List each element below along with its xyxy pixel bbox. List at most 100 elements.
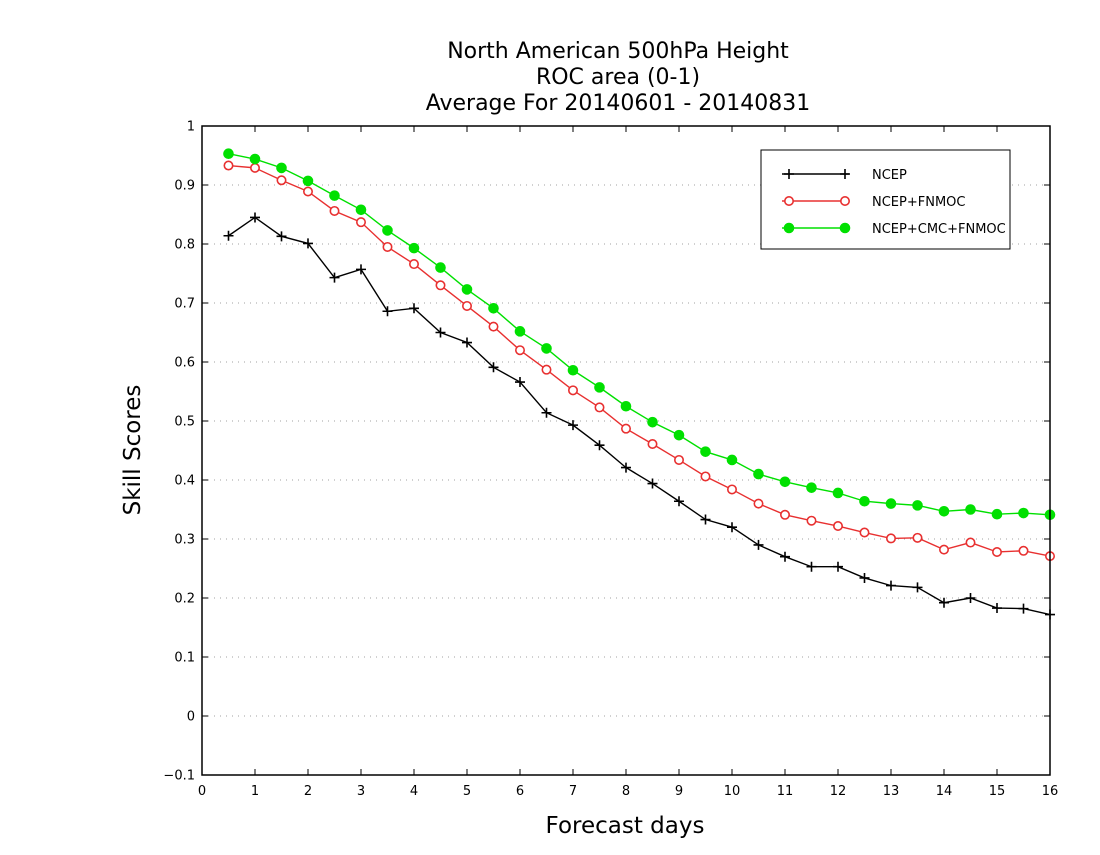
data-point (833, 561, 843, 572)
data-point (859, 572, 870, 583)
x-tick-label: 2 (304, 784, 312, 799)
data-point (1018, 603, 1029, 614)
data-point (965, 537, 976, 548)
x-tick-label: 7 (569, 784, 577, 799)
data-point (832, 521, 843, 532)
chart-title-line-1: North American 500hPa Height (447, 39, 789, 64)
legend-entry: NCEP+CMC+FNMOC (782, 222, 1006, 237)
y-axis-ticks: −0.1 0 0.1 0.2 0.3 0.4 0.5 0.6 0.7 0.8 0.9 1 (163, 120, 1050, 784)
data-point (515, 377, 525, 388)
data-point (355, 217, 366, 228)
x-tick-label: 8 (622, 784, 630, 799)
legend: NCEP NCEP+FNMOC NCEP+CMC+FNMOC (760, 149, 1011, 250)
data-point (938, 505, 950, 517)
data-point (620, 400, 632, 412)
series-ncep-cmc-fnmoc (223, 148, 1056, 521)
data-point (276, 175, 287, 186)
data-point (302, 175, 314, 187)
y-tick-label: 0.5 (174, 415, 195, 430)
y-tick-label: 0.1 (174, 651, 195, 666)
data-point (1018, 507, 1029, 519)
x-tick-label: 0 (198, 784, 206, 799)
y-axis-label: Skill Scores (120, 385, 146, 516)
data-point (462, 337, 472, 348)
data-point (276, 162, 287, 174)
data-point (621, 462, 631, 473)
data-point (567, 385, 578, 396)
data-point (382, 241, 393, 252)
data-point (382, 225, 393, 236)
data-point (991, 508, 1003, 520)
data-point (806, 482, 817, 493)
x-tick-label: 13 (883, 784, 900, 799)
x-tick-label: 15 (989, 784, 1006, 799)
data-point (250, 212, 260, 223)
data-point (700, 471, 711, 482)
legend-entry: NCEP+FNMOC (782, 195, 965, 210)
data-point (567, 364, 579, 376)
plot-frame (201, 125, 1051, 776)
data-point (435, 327, 446, 338)
data-point (355, 204, 367, 216)
data-point (726, 484, 737, 495)
chart-title-line-2: ROC area (0-1) (536, 65, 700, 90)
legend-box (760, 149, 1011, 250)
data-point (488, 321, 499, 332)
data-point (965, 504, 976, 515)
y-tick-label: 0.9 (174, 179, 195, 194)
data-point (408, 259, 419, 270)
chart-title-line-3: Average For 20140601 - 20140831 (426, 91, 811, 116)
data-point (250, 162, 261, 173)
data-point (408, 242, 420, 254)
x-axis-ticks: 0 1 2 3 4 5 6 7 8 9 10 11 12 13 14 15 16 (198, 126, 1058, 799)
data-point (912, 532, 923, 543)
x-tick-label: 11 (777, 784, 794, 799)
legend-marker (839, 196, 850, 207)
x-tick-label: 12 (830, 784, 847, 799)
x-tick-label: 14 (936, 784, 953, 799)
data-point (409, 303, 419, 314)
y-tick-label: 0.6 (174, 356, 195, 371)
data-point (700, 514, 711, 525)
series-layer (223, 148, 1056, 620)
chart-title-group: North American 500hPa Height ROC area (0… (426, 39, 811, 116)
x-axis-label: Forecast days (546, 813, 705, 839)
data-point (568, 420, 578, 431)
legend-marker (840, 169, 850, 179)
data-point (302, 186, 313, 197)
data-point (223, 230, 234, 241)
data-point (753, 498, 764, 509)
data-point (780, 551, 790, 562)
data-point (674, 496, 684, 507)
data-point (938, 544, 949, 555)
y-tick-label: −0.1 (163, 769, 195, 784)
series-ncep (223, 212, 1055, 620)
data-point (541, 364, 552, 375)
data-point (435, 262, 446, 273)
y-tick-label: 0.2 (174, 592, 195, 607)
data-point (488, 303, 499, 314)
legend-label: NCEP+CMC+FNMOC (872, 222, 1006, 237)
data-point (329, 190, 340, 201)
data-point (647, 478, 658, 489)
y-tick-label: 0.4 (174, 474, 195, 489)
data-point (329, 272, 340, 283)
x-tick-label: 1 (251, 784, 259, 799)
data-point (753, 539, 764, 550)
data-point (832, 487, 844, 499)
data-point (647, 439, 658, 450)
data-point (806, 515, 817, 526)
data-point (303, 238, 313, 249)
data-point (594, 402, 605, 413)
data-point (514, 345, 525, 356)
data-point (541, 343, 552, 354)
gridlines (202, 184, 1050, 717)
series-line (228, 216, 1051, 616)
x-tick-label: 9 (675, 784, 683, 799)
data-point (886, 580, 896, 591)
data-point (249, 153, 261, 165)
data-point (965, 593, 976, 603)
data-point (726, 454, 738, 466)
data-point (885, 498, 897, 509)
legend-marker (783, 222, 795, 234)
